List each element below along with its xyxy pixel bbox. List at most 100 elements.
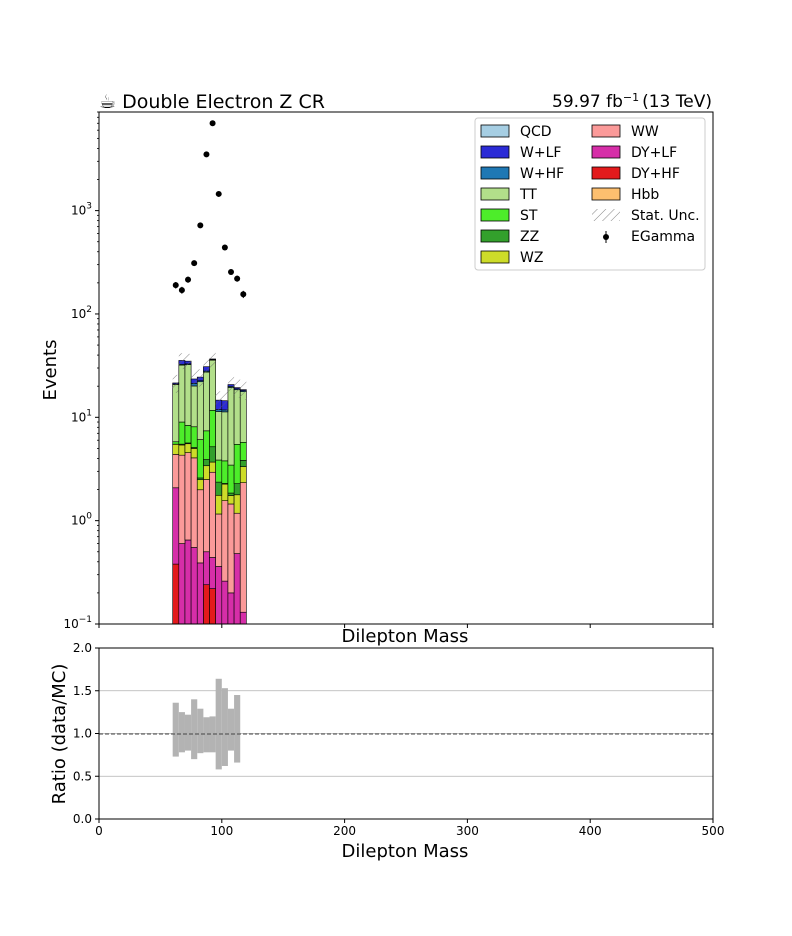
- stack-bar-wz: [203, 465, 210, 480]
- stack-bar-st: [221, 460, 229, 484]
- legend-swatch: [480, 250, 510, 264]
- stack-bar-wz: [184, 443, 192, 453]
- stat-unc-bin: [221, 391, 228, 412]
- legend-swatch: [591, 187, 621, 201]
- ratio-unc-bin: [221, 688, 228, 766]
- stack-bar-wz: [178, 444, 186, 456]
- stack-bar-ww: [227, 503, 235, 594]
- main-y-axis: 10−1 100 101 102 103: [63, 111, 99, 631]
- ratio-x-tick-label: 500: [702, 824, 725, 838]
- legend-label: W+LF: [520, 145, 561, 161]
- data-point: [203, 151, 210, 158]
- legend: QCD WW W+LF DY+LF W+HF DY+HF TT Hbb ST Stat. Unc.…: [474, 117, 706, 271]
- stack-bar-st: [172, 441, 180, 445]
- stack-bar-st: [203, 430, 210, 460]
- stack-bar-ww: [203, 479, 210, 553]
- data-point: [178, 287, 185, 294]
- stack-bar-ww: [196, 489, 204, 564]
- legend-swatch: [480, 124, 510, 138]
- data-points: [172, 120, 247, 299]
- y-tick-label: 101: [71, 408, 92, 424]
- y-tick-label: 102: [71, 305, 92, 321]
- legend-swatch: [480, 229, 510, 243]
- stack-bar-wz: [190, 448, 198, 459]
- legend-label: WW: [631, 124, 659, 140]
- stack-bar-dy-lf: [221, 580, 229, 624]
- stack-bar-zz: [233, 483, 241, 496]
- legend-swatch: [591, 145, 621, 159]
- stack-bar-dy-hf: [203, 584, 210, 624]
- stack-bar-ww: [178, 454, 186, 544]
- stack-bar-dy-lf: [178, 543, 186, 624]
- ratio-y-axis: 0.0 0.5 1.0 1.5 2.0: [73, 641, 99, 826]
- stack-bar-dy-lf: [172, 487, 180, 565]
- legend-label: Stat. Unc.: [631, 208, 700, 224]
- main-panel: 10−1 100 101 102 103 Events Dilepton Mass QC…: [40, 111, 714, 647]
- stack-bar-ww: [184, 452, 192, 541]
- stack-bar-wz: [221, 483, 229, 501]
- stack-bar-dy-hf: [239, 623, 247, 624]
- stat-unc-bin: [227, 376, 235, 395]
- stack-bar-st: [233, 444, 241, 484]
- legend-label: WZ: [520, 250, 543, 266]
- stack-bar-st: [215, 459, 223, 483]
- stack-bar-wz: [196, 479, 204, 491]
- stack-bar-ww: [209, 471, 216, 558]
- stack-bar-dy-lf: [227, 592, 235, 624]
- legend-swatch: [591, 166, 621, 180]
- stack-bar-wz: [233, 494, 241, 514]
- y-tick-label: 100: [71, 512, 92, 528]
- data-point: [221, 244, 228, 251]
- stack-bar-dy-lf: [215, 566, 223, 624]
- stat-unc-bin: [240, 381, 247, 400]
- stack-bar-dy-lf: [190, 547, 198, 624]
- ratio-unc-bin: [209, 716, 216, 753]
- lumi-label: 59.97 fb−1 (13 TeV): [552, 91, 712, 112]
- stat-unc-bin: [234, 379, 241, 398]
- legend-swatch: [480, 166, 510, 180]
- ratio-y-tick-label: 1.5: [73, 684, 92, 698]
- legend-label: W+HF: [520, 166, 564, 182]
- legend-label: ZZ: [520, 229, 539, 245]
- stack-bar-ww: [233, 512, 241, 554]
- ratio-y-axis-title: Ratio (data/MC): [49, 664, 70, 805]
- stack-bar-st: [184, 425, 192, 444]
- stack-bar-ww: [239, 482, 247, 613]
- stat-unc-bin: [172, 374, 179, 393]
- stack-bar-tt: [196, 381, 204, 440]
- legend-swatch: [480, 187, 510, 201]
- stack-bar-zz: [215, 481, 223, 496]
- legend-swatch: [480, 145, 510, 159]
- legend-label: DY+LF: [631, 145, 677, 161]
- ratio-x-tick-label: 200: [333, 824, 356, 838]
- ratio-x-tick-label: 400: [579, 824, 602, 838]
- stack-bar-dy-lf: [203, 551, 210, 586]
- ratio-y-tick-label: 2.0: [73, 641, 92, 655]
- data-point: [172, 282, 179, 289]
- legend-swatch: [480, 208, 510, 222]
- ratio-x-tick-label: 100: [210, 824, 233, 838]
- legend-swatch-data-point: [603, 234, 609, 240]
- stack-bar-tt: [209, 359, 216, 411]
- stack-bar-st: [190, 426, 198, 448]
- ratio-unc-bin: [184, 714, 192, 751]
- data-point: [228, 268, 235, 275]
- stat-uncertainty-band: [172, 351, 247, 412]
- stack-bar-ww: [172, 454, 180, 489]
- ratio-x-axis-title: Dilepton Mass: [342, 841, 469, 862]
- data-point: [240, 291, 247, 298]
- stack-bar-dy-lf: [196, 562, 204, 624]
- stack-bar-dy-lf: [209, 557, 216, 589]
- y-tick-label: 103: [71, 202, 92, 218]
- stack-bar-zz: [209, 446, 216, 463]
- stat-unc-bin: [215, 391, 222, 412]
- data-point: [185, 276, 192, 283]
- legend-box: [474, 117, 706, 271]
- ratio-unc-bin: [227, 708, 235, 751]
- stack-bar-ww: [221, 500, 229, 582]
- ratio-unc-bin: [215, 678, 222, 770]
- ratio-unc-bin: [172, 702, 179, 757]
- data-point: [234, 275, 241, 282]
- legend-label: DY+HF: [631, 166, 680, 182]
